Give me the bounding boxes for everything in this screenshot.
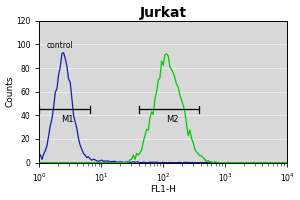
Title: Jurkat: Jurkat (140, 6, 187, 20)
Text: M1: M1 (61, 115, 73, 124)
Y-axis label: Counts: Counts (6, 76, 15, 107)
Text: M2: M2 (166, 115, 178, 124)
Text: control: control (46, 41, 73, 50)
X-axis label: FL1-H: FL1-H (150, 185, 176, 194)
